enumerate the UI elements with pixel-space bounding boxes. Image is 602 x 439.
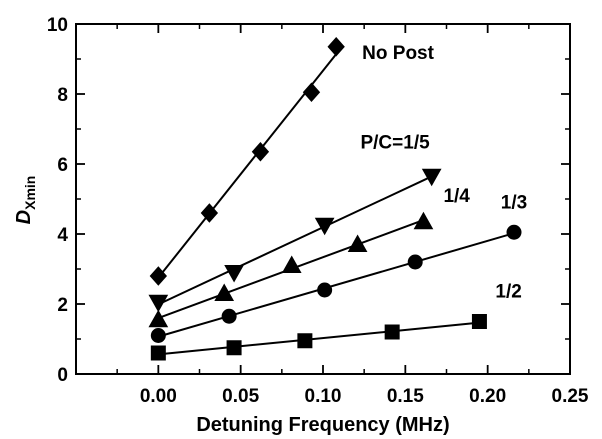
data-point-square (226, 340, 242, 356)
data-point-diamond (149, 266, 168, 286)
series-labels: No Post P/C=1/5 1/4 1/3 1/2 (360, 43, 527, 303)
series-label: No Post (362, 43, 434, 64)
series-label: P/C=1/5 (360, 132, 430, 153)
data-point-circle (317, 282, 333, 298)
x-tick-label: 0.05 (222, 386, 259, 407)
data-point-diamond (251, 141, 270, 162)
x-tick-label: 0.00 (140, 386, 177, 407)
data-point-triangle-up (413, 211, 434, 230)
y-axis-title-subscript: Xmin (22, 176, 38, 210)
data-point-diamond (327, 36, 345, 57)
series-line (158, 321, 480, 356)
data-point-triangle-down (421, 168, 442, 187)
axis-tick-labels: 0.00 0.05 0.10 0.15 0.20 0.25 0 2 4 6 8 10 (47, 15, 589, 407)
data-point-triangle-down (314, 217, 335, 236)
series-label: 1/3 (501, 192, 527, 213)
data-point-circle (407, 254, 423, 270)
series-markers (148, 36, 522, 361)
axis-ticks (76, 23, 571, 375)
plot-frame (75, 23, 571, 375)
data-point-triangle-up (148, 309, 169, 328)
series-line (158, 232, 515, 338)
series-label: 1/4 (443, 186, 470, 207)
x-tick-label: 0.15 (387, 386, 424, 407)
data-point-triangle-up (347, 234, 368, 252)
y-tick-label: 2 (57, 295, 68, 316)
x-axis-title: Detuning Frequency (MHz) (196, 414, 449, 436)
y-axis-title: DXmin (13, 176, 38, 225)
x-tick-label: 0.25 (552, 386, 589, 407)
y-tick-label: 0 (57, 365, 68, 386)
data-point-square (384, 324, 400, 340)
data-point-circle (221, 308, 237, 324)
x-tick-label: 0.10 (305, 386, 342, 407)
y-tick-label: 8 (57, 85, 68, 106)
data-point-circle (150, 328, 166, 343)
data-point-diamond (200, 203, 219, 223)
y-axis-title-main: D (13, 210, 35, 224)
data-point-triangle-down (148, 294, 169, 313)
data-point-square (297, 333, 313, 349)
data-point-triangle-down (224, 265, 244, 283)
y-tick-label: 4 (57, 225, 68, 246)
data-point-diamond (302, 82, 321, 103)
data-point-circle (506, 224, 522, 240)
series-label: 1/2 (495, 282, 521, 303)
y-tick-label: 6 (57, 155, 68, 176)
data-point-triangle-up (214, 283, 235, 301)
x-tick-label: 0.20 (469, 386, 506, 407)
data-point-triangle-up (281, 255, 302, 273)
y-tick-label: 10 (47, 15, 68, 36)
series-line (157, 175, 433, 306)
data-point-square (471, 314, 487, 329)
data-point-square (150, 345, 166, 361)
